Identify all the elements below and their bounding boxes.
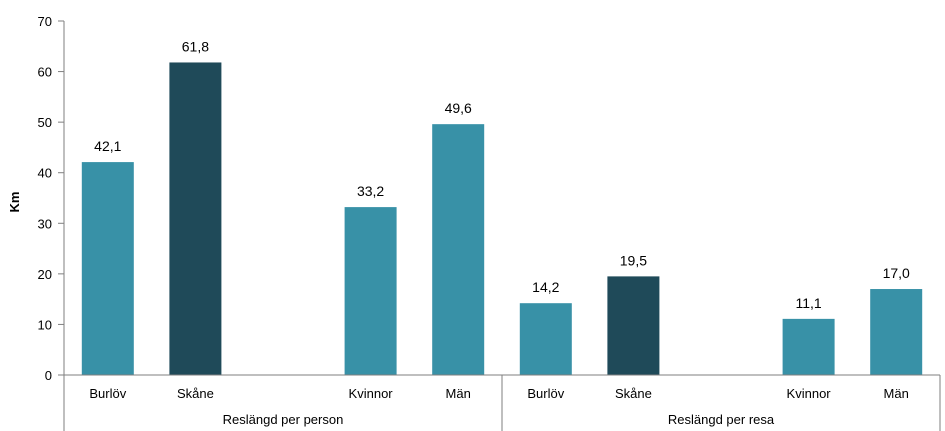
y-axis: 0 10 20 30 40 50 60 70 (38, 14, 65, 383)
x-category-label: Burlöv (89, 386, 126, 401)
y-tick-label: 60 (38, 65, 52, 80)
y-tick-label: 40 (38, 166, 52, 181)
data-label: 17,0 (883, 265, 910, 281)
bar (519, 303, 572, 375)
y-tick-label: 20 (38, 267, 52, 282)
x-category-label: Burlöv (527, 386, 564, 401)
bars: 42,1 61,8 33,2 49,6 14,2 19,5 11,1 17,0 (81, 38, 923, 376)
bar (870, 289, 923, 375)
y-tick-label: 50 (38, 115, 52, 130)
data-label: 61,8 (182, 38, 209, 54)
data-label: 49,6 (445, 100, 472, 116)
data-label: 14,2 (532, 279, 559, 295)
data-label: 42,1 (94, 138, 121, 154)
y-axis-label: Km (7, 192, 22, 213)
bar (169, 62, 222, 376)
y-tick-label: 70 (38, 14, 52, 29)
bar (81, 162, 134, 375)
x-group-label: Reslängd per person (223, 412, 344, 427)
y-tick-label: 30 (38, 216, 52, 231)
data-label: 19,5 (620, 252, 647, 268)
x-axis: Burlöv Skåne Kvinnor Män Reslängd per person… (63, 374, 941, 431)
bar (344, 207, 397, 375)
bar (607, 276, 660, 375)
x-category-label: Kvinnor (349, 386, 394, 401)
bar (782, 318, 835, 375)
x-category-label: Män (446, 386, 471, 401)
data-label: 11,1 (795, 295, 821, 311)
y-tick-label: 0 (45, 368, 52, 383)
data-label: 33,2 (357, 183, 384, 199)
x-group-label: Reslängd per resa (668, 412, 775, 427)
x-category-label: Skåne (177, 386, 214, 401)
x-category-label: Män (884, 386, 909, 401)
x-category-label: Skåne (615, 386, 652, 401)
bar (432, 124, 485, 375)
x-category-label: Kvinnor (787, 386, 832, 401)
y-tick-label: 10 (38, 317, 52, 332)
